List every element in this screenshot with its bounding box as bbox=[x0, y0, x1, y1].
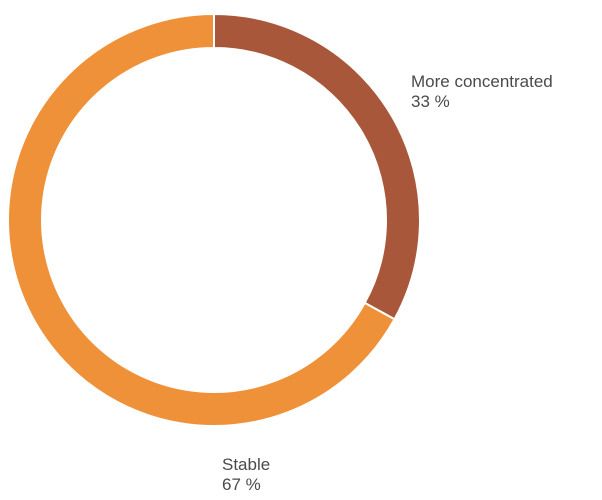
donut-slice-stable bbox=[7, 12, 396, 427]
slice-label-stable: Stable 67 % bbox=[222, 455, 270, 495]
slice-label-more-concentrated: More concentrated 33 % bbox=[411, 72, 553, 112]
slice-label-value: 67 % bbox=[222, 475, 261, 494]
slice-label-text: More concentrated bbox=[411, 72, 553, 91]
slice-label-text: Stable bbox=[222, 455, 271, 474]
slice-label-value: 33 % bbox=[411, 92, 450, 111]
donut-slice-more-concentrated bbox=[213, 12, 421, 321]
